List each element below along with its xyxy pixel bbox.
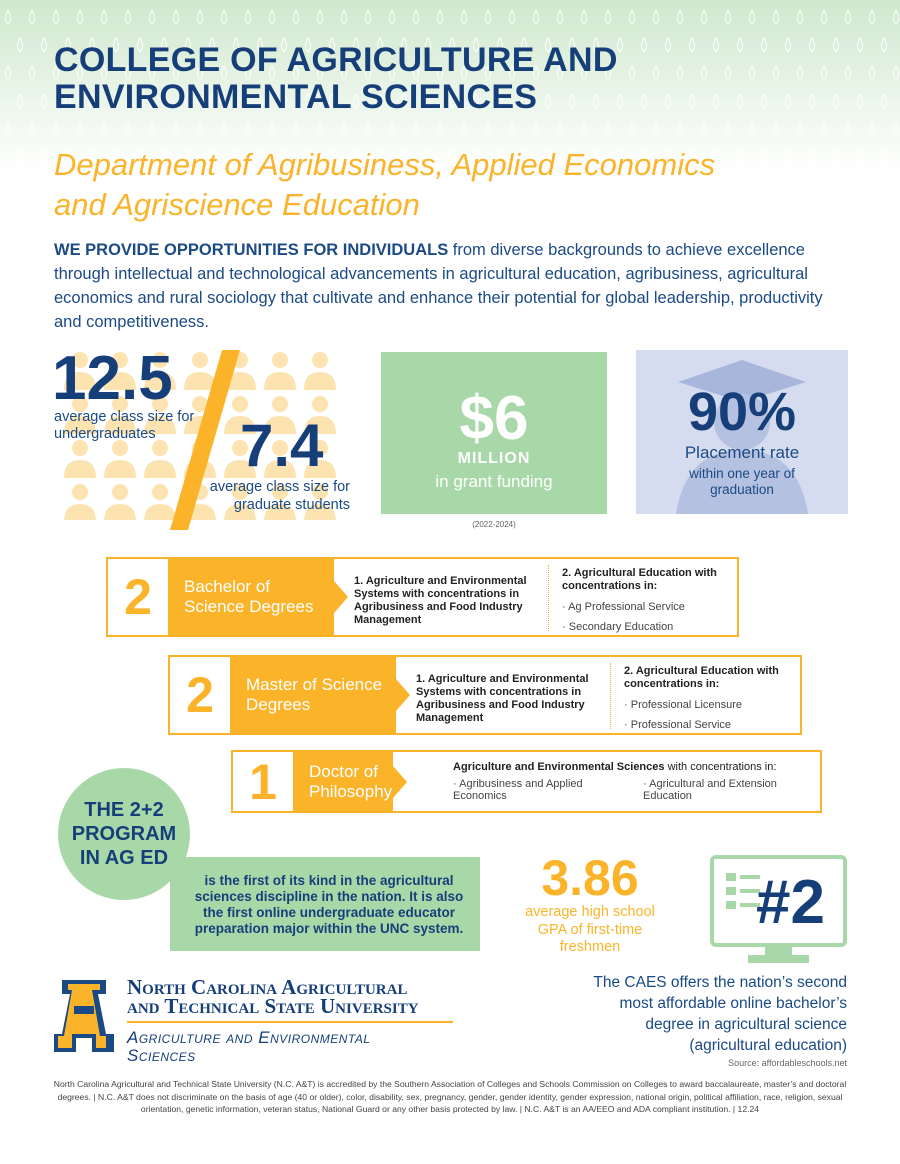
grant-period: (2022-2024) — [472, 520, 516, 529]
rank-value: #2 — [756, 868, 825, 937]
aggie-logo — [52, 978, 116, 1054]
degree-program-2: 2. Agricultural Education with concentra… — [624, 665, 799, 731]
concentration-item: · Secondary Education — [562, 621, 674, 633]
concentration-item: · Agribusiness and Applied Economics — [453, 778, 583, 802]
monitor-icon: #2 — [710, 855, 847, 965]
footer-disclaimer: North Carolina Agricultural and Technica… — [53, 1079, 847, 1114]
degree-label: Master of Science Degrees — [230, 657, 410, 733]
degree-count: 2 — [124, 569, 152, 625]
department-title: Department of Agribusiness, Applied Econ… — [54, 147, 716, 222]
degree-count: 2 — [186, 667, 214, 723]
header-background — [0, 0, 900, 170]
concentration-item: · Agricultural and Extension Education — [643, 778, 777, 802]
undergrad-class-size: 12.5 — [52, 344, 173, 413]
rank-source: Source: affordableschools.net — [728, 1058, 847, 1068]
gpa-label: average high school GPA of first-time fr… — [525, 904, 655, 955]
degree-program-2: 2. Agricultural Education with concentra… — [562, 567, 737, 633]
placement-card: 90% Placement rate within one year of gr… — [636, 350, 848, 514]
program-description-card: is the first of its kind in the agricult… — [170, 857, 480, 951]
degree-count: 1 — [249, 753, 277, 810]
divider — [610, 663, 611, 729]
degree-program-1: 1. Agriculture and Environmental Systems… — [416, 673, 589, 724]
degree-card: 2 Bachelor of Science Degrees 1. Agricult… — [106, 557, 739, 637]
university-name: North Carolina Agricultural and Technical… — [127, 975, 419, 1018]
grant-card: $6 MILLION in grant funding — [381, 352, 607, 514]
graduate-icon — [676, 360, 808, 514]
slash-divider — [160, 350, 250, 530]
degree-program: Agriculture and Environmental Sciences w… — [453, 761, 777, 773]
gpa-value: 3.86 — [541, 850, 639, 906]
rank-text: The CAES offers the nation’s second most… — [593, 974, 847, 1054]
concentration-item: · Professional Licensure — [624, 699, 743, 711]
degree-program-1: 1. Agriculture and Environmental Systems… — [354, 575, 527, 626]
grad-label: average class size for graduate students — [209, 479, 350, 513]
degree-label: Bachelor of Science Degrees — [168, 559, 348, 635]
page-title: COLLEGE OF AGRICULTURE AND ENVIRONMENTAL … — [54, 41, 618, 116]
degree-label: Doctor of Philosophy — [293, 752, 407, 811]
grad-class-size: 7.4 — [240, 412, 324, 479]
undergrad-label: average class size for undergraduates — [54, 409, 195, 442]
concentration-item: · Ag Professional Service — [562, 601, 685, 613]
degree-card: 2 Master of Science Degrees 1. Agricultur… — [168, 655, 802, 735]
college-name: Agriculture and Environmental Sciences — [127, 1028, 371, 1065]
concentration-item: · Professional Service — [624, 719, 732, 731]
intro-paragraph: WE PROVIDE OPPORTUNITIES FOR INDIVIDUALS… — [54, 241, 823, 331]
degree-card: 1 Doctor of Philosophy Agriculture and En… — [231, 750, 822, 813]
program-title-badge: THE 2+2 PROGRAM IN AG ED — [58, 768, 190, 900]
logo-divider — [127, 1021, 453, 1023]
divider — [548, 565, 549, 631]
